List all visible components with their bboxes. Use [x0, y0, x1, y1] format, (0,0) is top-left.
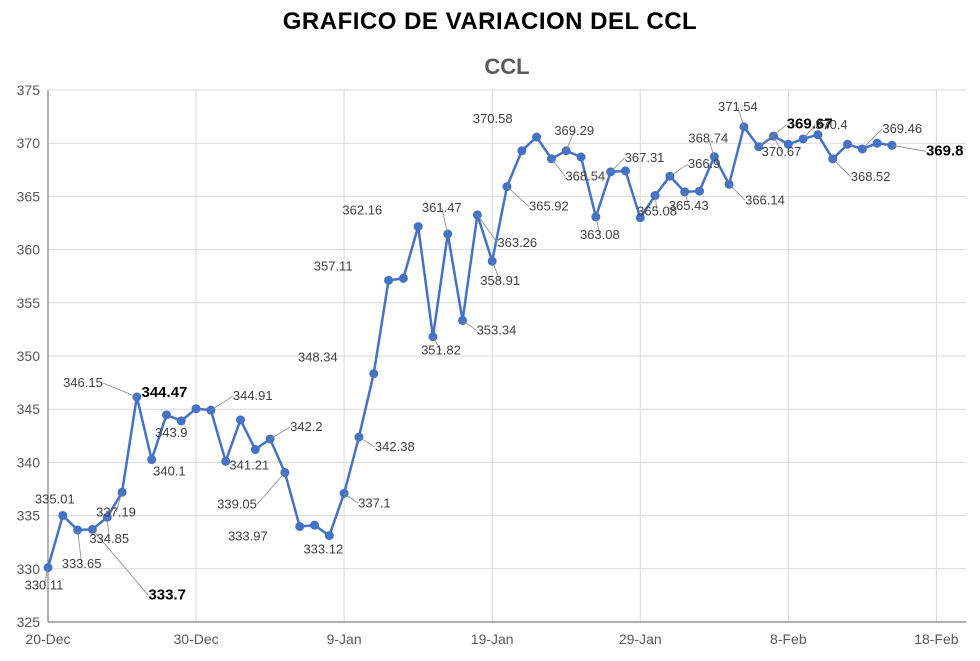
data-label: 368.52	[851, 169, 891, 184]
data-marker	[236, 416, 244, 424]
y-tick-label: 355	[17, 295, 41, 311]
x-tick-label: 30-Dec	[173, 631, 218, 647]
y-tick-label: 350	[17, 348, 41, 364]
data-label: 342.38	[375, 439, 415, 454]
data-marker	[148, 456, 156, 464]
data-label: 344.47	[142, 384, 188, 401]
y-tick-label: 370	[17, 135, 41, 151]
data-label: 333.7	[148, 586, 186, 603]
data-label: 365.43	[669, 198, 709, 213]
data-marker	[621, 167, 629, 175]
data-label: 368.74	[688, 131, 728, 146]
x-tick-label: 9-Jan	[327, 631, 362, 647]
data-label: 369.8	[926, 142, 964, 159]
data-label: 340.1	[153, 463, 186, 478]
data-label: 357.11	[314, 258, 353, 273]
data-label: 362.16	[342, 203, 382, 218]
data-marker	[533, 133, 541, 141]
data-marker	[577, 153, 585, 161]
data-marker	[873, 139, 881, 147]
data-label: 368.54	[565, 169, 605, 184]
data-label: 341.21	[229, 458, 269, 473]
data-label: 370.67	[762, 144, 802, 159]
data-label: 346.15	[63, 375, 103, 390]
data-marker	[844, 140, 852, 148]
data-marker	[192, 405, 200, 413]
data-label: 365.92	[529, 199, 569, 214]
data-label: 337.1	[358, 495, 391, 510]
x-tick-label: 19-Jan	[471, 631, 514, 647]
data-marker	[325, 532, 333, 540]
x-tick-label: 18-Feb	[914, 631, 959, 647]
x-tick-label: 8-Feb	[770, 631, 807, 647]
y-tick-label: 330	[17, 561, 41, 577]
data-label: 370.58	[473, 111, 513, 126]
data-label: 333.12	[303, 542, 343, 557]
data-marker	[251, 446, 259, 454]
data-label: 358.91	[480, 273, 520, 288]
y-tick-label: 335	[17, 508, 41, 524]
data-label: 366.9	[688, 156, 721, 171]
data-label: 370.4	[815, 117, 848, 132]
data-label: 361.47	[422, 200, 462, 215]
data-label: 363.08	[580, 227, 620, 242]
y-tick-label: 375	[17, 82, 41, 98]
data-marker	[59, 511, 67, 519]
data-marker	[311, 521, 319, 529]
data-label: 333.97	[228, 529, 268, 544]
data-label: 371.54	[718, 99, 758, 114]
data-label: 330.11	[25, 578, 64, 593]
y-tick-label: 340	[17, 454, 41, 470]
y-tick-label: 365	[17, 188, 41, 204]
data-label: 334.85	[89, 531, 129, 546]
y-tick-label: 325	[17, 614, 41, 630]
data-marker	[385, 276, 393, 284]
data-marker	[370, 370, 378, 378]
data-marker	[518, 147, 526, 155]
x-tick-label: 29-Jan	[619, 631, 662, 647]
y-tick-label: 345	[17, 401, 41, 417]
data-label: 351.82	[421, 343, 461, 358]
data-marker	[296, 523, 304, 531]
data-marker	[399, 274, 407, 282]
data-label: 369.46	[882, 121, 922, 136]
data-label: 337.19	[96, 504, 136, 519]
data-marker	[162, 411, 170, 419]
ccl-chart: GRAFICO DE VARIACION DEL CCL CCL 3253303…	[0, 0, 980, 661]
data-label: 353.34	[477, 322, 517, 337]
data-label: 369.29	[554, 123, 594, 138]
data-label: 363.26	[497, 235, 537, 250]
data-marker	[695, 187, 703, 195]
data-label: 335.01	[35, 491, 75, 506]
data-label: 333.65	[62, 556, 102, 571]
y-tick-label: 360	[17, 242, 41, 258]
data-label: 348.34	[298, 350, 338, 365]
data-marker	[177, 417, 185, 425]
data-label: 342.2	[290, 419, 323, 434]
chart-plot-svg: 325 330 335 340 345 350 355 360 365 370 375 20-Dec 3…	[0, 0, 980, 661]
data-label: 367.31	[625, 150, 665, 165]
data-marker	[414, 223, 422, 231]
data-label: 344.91	[233, 388, 273, 403]
x-tick-label: 20-Dec	[25, 631, 70, 647]
data-label: 343.9	[155, 425, 188, 440]
data-label: 339.05	[217, 497, 257, 512]
data-label: 366.14	[745, 192, 785, 207]
